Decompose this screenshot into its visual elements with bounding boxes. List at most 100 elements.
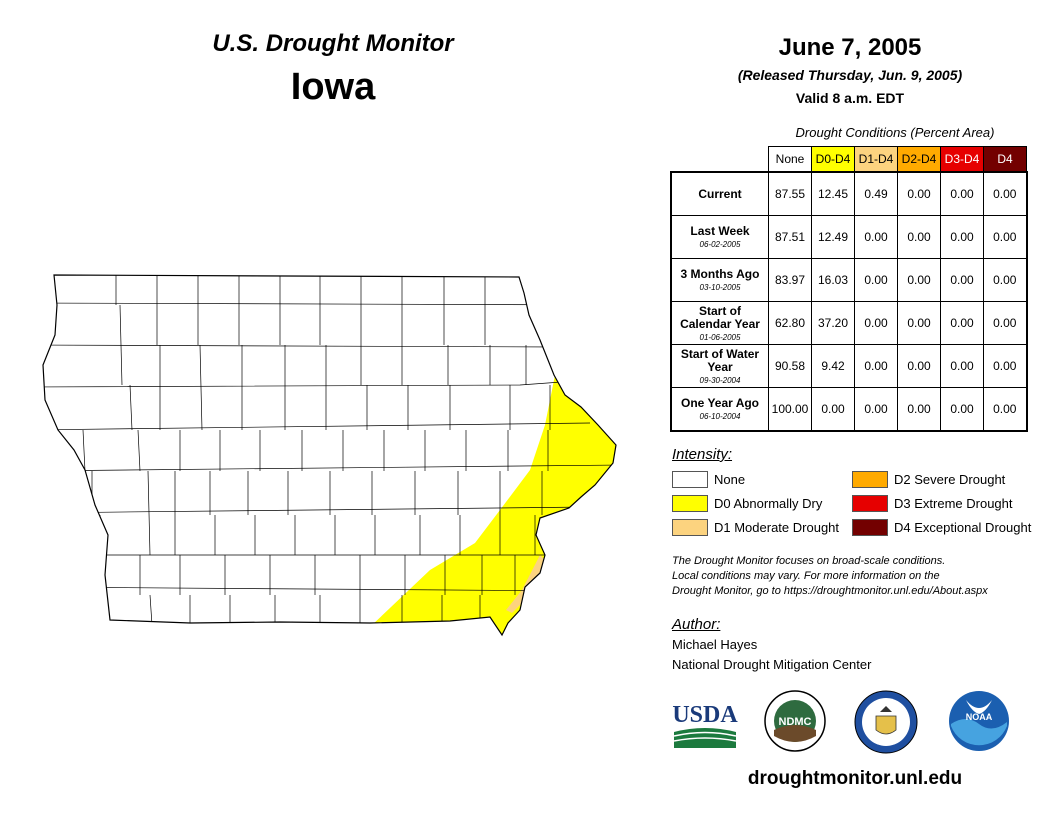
table-row: Start of Water Year 09-30-2004 90.58 9.42 0.… xyxy=(670,344,1027,388)
state-name: Iowa xyxy=(290,66,376,108)
table-cell: 0.00 xyxy=(983,344,1027,388)
author-name: Michael Hayes xyxy=(672,637,758,652)
legend-label: D2 Severe Drought xyxy=(894,472,1006,487)
release-date: (Released Thursday, Jun. 9, 2005) xyxy=(737,67,963,83)
row-label-main: Start of Water Year xyxy=(680,346,760,374)
legend-item-d0: D0 Abnormally Dry xyxy=(672,495,822,512)
table-cell: 9.42 xyxy=(811,344,855,388)
legend-label: D3 Extreme Drought xyxy=(894,496,1013,511)
row-label-date: 03-10-2005 xyxy=(699,283,741,292)
table-cell: 0.00 xyxy=(897,387,941,432)
row-label-main: Last Week xyxy=(690,224,750,238)
legend-label: D1 Moderate Drought xyxy=(714,520,840,535)
table-cell: 0.00 xyxy=(940,387,984,432)
table-cell: 0.00 xyxy=(897,344,941,388)
table-cell: 0.00 xyxy=(897,258,941,302)
table-caption: Drought Conditions (Percent Area) xyxy=(795,125,995,140)
legend-swatch xyxy=(672,495,708,512)
d0-drought-area xyxy=(370,375,616,635)
disclaimer-note: The Drought Monitor focuses on broad-sca… xyxy=(672,554,1052,599)
row-label: Current xyxy=(670,171,769,216)
table-cell: 0.00 xyxy=(854,301,898,345)
usda-logo: USDA xyxy=(672,694,738,755)
table-row: Start of Calendar Year 01-06-2005 62.80 37.… xyxy=(670,301,1027,345)
legend-item-d1: D1 Moderate Drought xyxy=(672,519,839,536)
legend-label: None xyxy=(714,472,746,487)
noaa-logo-text: NOAA xyxy=(966,712,993,722)
col-header-d0-d4: D0-D4 xyxy=(811,146,855,173)
row-label-date: 06-02-2005 xyxy=(699,240,741,249)
row-label-date: 01-06-2005 xyxy=(699,332,741,342)
table-row: Last Week 06-02-2005 87.51 12.49 0.00 0.00 0.0… xyxy=(670,215,1027,259)
col-header-d4: D4 xyxy=(983,146,1027,173)
legend-item-d3: D3 Extreme Drought xyxy=(852,495,1013,512)
table-cell: 100.00 xyxy=(768,387,812,432)
row-label-main: 3 Months Ago xyxy=(680,267,760,281)
table-cell: 0.00 xyxy=(811,387,855,432)
table-row: One Year Ago 06-10-2004 100.00 0.00 0.00 0.00… xyxy=(670,387,1027,432)
row-label: Last Week 06-02-2005 xyxy=(670,215,769,259)
table-cell: 12.45 xyxy=(811,171,855,216)
legend-swatch xyxy=(672,519,708,536)
usda-logo-text: USDA xyxy=(672,702,738,728)
table-cell: 0.00 xyxy=(854,258,898,302)
drought-conditions-table: None D0-D4 D1-D4 D2-D4 D3-D4 D4 Current 8… xyxy=(670,146,1028,432)
note-line: Local conditions may vary. For more info… xyxy=(672,570,940,582)
iowa-drought-map xyxy=(42,274,617,637)
row-label-main: Current xyxy=(698,186,742,201)
table-cell: 0.00 xyxy=(983,258,1027,302)
table-cell: 0.00 xyxy=(940,215,984,259)
table-cell: 0.00 xyxy=(940,344,984,388)
legend-item-none: None xyxy=(672,471,745,488)
legend-item-d4: D4 Exceptional Drought xyxy=(852,519,1031,536)
legend-swatch xyxy=(672,471,708,488)
table-cell: 0.00 xyxy=(897,171,941,216)
row-label-main: Start of Calendar Year xyxy=(680,303,760,331)
legend-label: D0 Abnormally Dry xyxy=(714,496,823,511)
table-row: 3 Months Ago 03-10-2005 83.97 16.03 0.00 0.00… xyxy=(670,258,1027,302)
row-label: Start of Calendar Year 01-06-2005 xyxy=(670,301,769,345)
table-cell: 87.55 xyxy=(768,171,812,216)
legend-swatch xyxy=(852,519,888,536)
valid-time: Valid 8 a.m. EDT xyxy=(795,90,905,106)
table-cell: 0.00 xyxy=(940,171,984,216)
col-header-d1-d4: D1-D4 xyxy=(854,146,898,173)
row-label-date: 06-10-2004 xyxy=(699,412,741,421)
row-label: Start of Water Year 09-30-2004 xyxy=(670,344,769,388)
table-cell: 90.58 xyxy=(768,344,812,388)
table-cell: 0.00 xyxy=(983,387,1027,432)
ndmc-logo: NDMC xyxy=(764,690,826,757)
legend-swatch xyxy=(852,471,888,488)
legend-swatch xyxy=(852,495,888,512)
author-title: Author: xyxy=(672,616,721,633)
table-cell: 0.00 xyxy=(940,258,984,302)
table-cell: 0.49 xyxy=(854,171,898,216)
row-label: One Year Ago 06-10-2004 xyxy=(670,387,769,432)
row-label-date: 09-30-2004 xyxy=(699,375,741,385)
legend-title: Intensity: xyxy=(672,446,733,463)
table-row: Current 87.55 12.45 0.49 0.00 0.00 0.00 xyxy=(670,171,1027,216)
table-cell: 0.00 xyxy=(983,215,1027,259)
note-line: Drought Monitor, go to https://droughtmo… xyxy=(672,585,988,597)
noaa-logo: NOAA xyxy=(948,690,1010,757)
row-label-main: One Year Ago xyxy=(680,396,760,410)
legend-item-d2: D2 Severe Drought xyxy=(852,471,1005,488)
legend-label: D4 Exceptional Drought xyxy=(894,520,1032,535)
commerce-seal-logo xyxy=(854,690,918,759)
col-header-d3-d4: D3-D4 xyxy=(940,146,984,173)
table-cell: 0.00 xyxy=(854,344,898,388)
col-header-d2-d4: D2-D4 xyxy=(897,146,941,173)
table-cell: 0.00 xyxy=(854,387,898,432)
table-cell: 37.20 xyxy=(811,301,855,345)
table-cell: 0.00 xyxy=(940,301,984,345)
ndmc-logo-text: NDMC xyxy=(779,716,812,728)
table-cell: 0.00 xyxy=(983,301,1027,345)
row-label: 3 Months Ago 03-10-2005 xyxy=(670,258,769,302)
table-cell: 0.00 xyxy=(983,171,1027,216)
table-cell: 83.97 xyxy=(768,258,812,302)
table-cell: 0.00 xyxy=(854,215,898,259)
table-cell: 87.51 xyxy=(768,215,812,259)
website-link[interactable]: droughtmonitor.unl.edu xyxy=(747,768,963,789)
table-cell: 12.49 xyxy=(811,215,855,259)
table-cell: 16.03 xyxy=(811,258,855,302)
